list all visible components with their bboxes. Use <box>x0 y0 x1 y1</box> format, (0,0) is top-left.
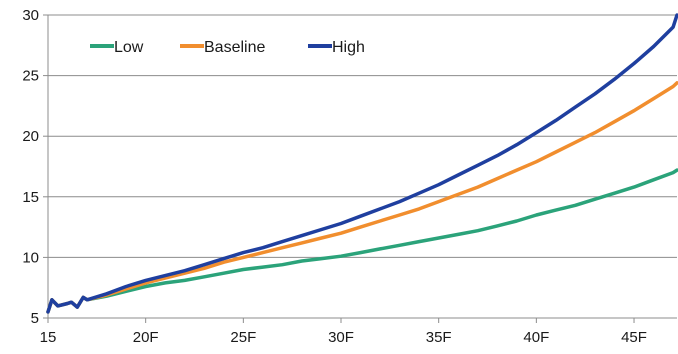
legend-label-low: Low <box>114 39 144 56</box>
series-line-low <box>46 168 678 314</box>
y-tick-label: 20 <box>22 128 39 145</box>
y-tick-label: 30 <box>22 7 39 24</box>
grid-lines <box>48 14 677 258</box>
x-tick-label: 30F <box>328 329 354 346</box>
y-tick-label: 10 <box>22 249 39 266</box>
y-tick-label: 25 <box>22 68 39 85</box>
x-tick-label: 45F <box>621 329 647 346</box>
x-tick-label: 15 <box>40 329 57 346</box>
legend-label-baseline: Baseline <box>204 39 265 56</box>
y-tick-label: 5 <box>31 310 39 327</box>
series-line-high <box>46 13 678 314</box>
series-line-baseline <box>46 81 678 314</box>
legend-label-high: High <box>332 39 365 56</box>
x-tick-label: 40F <box>523 329 549 346</box>
axes: 5 10 15 20 25 30 15 20F 25F 30F 35F 40F 45F <box>22 7 677 346</box>
x-tick-label: 20F <box>133 329 159 346</box>
series-lines <box>46 13 678 314</box>
legend: Low Baseline High <box>90 39 365 56</box>
x-tick-label: 35F <box>426 329 452 346</box>
y-tick-label: 15 <box>22 189 39 206</box>
x-tick-label: 25F <box>230 329 256 346</box>
